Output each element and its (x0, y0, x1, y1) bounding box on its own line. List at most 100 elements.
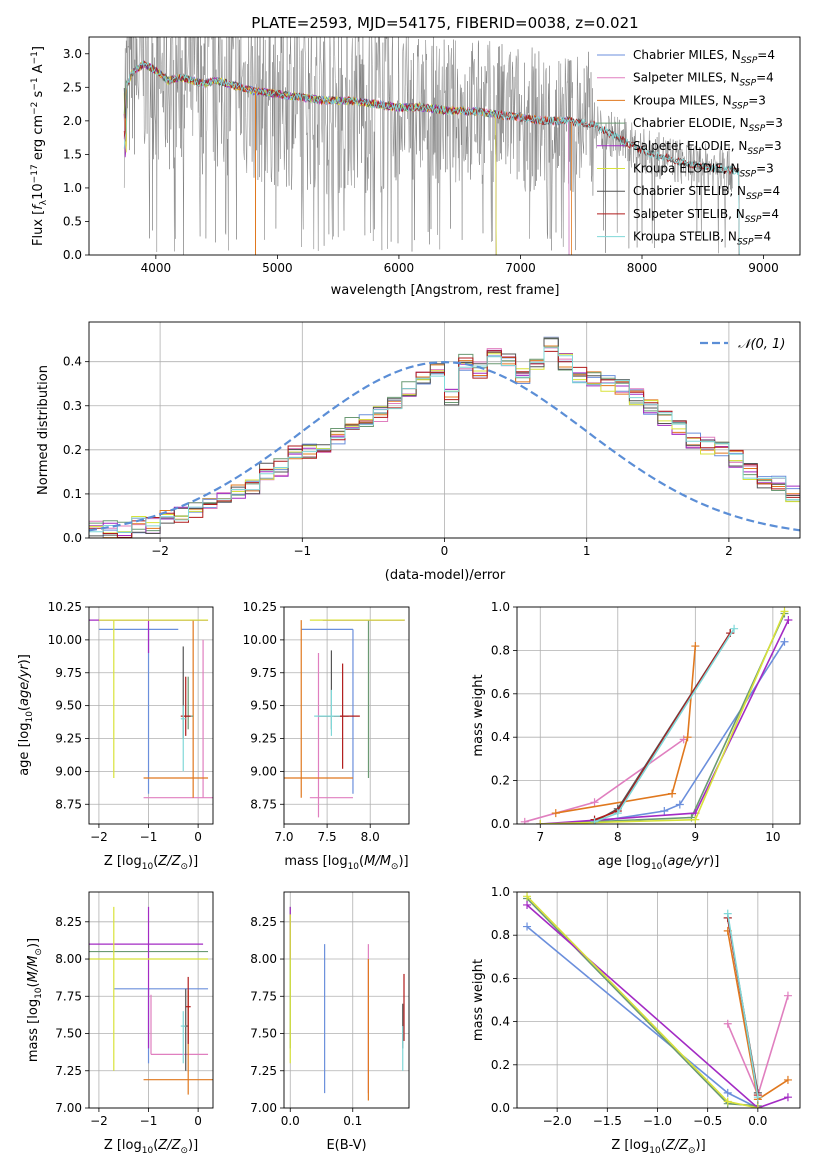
weight-marker (683, 733, 692, 742)
weight-line (526, 897, 758, 1107)
legend-label: Salpeter STELIB, NSSP=4 (633, 207, 779, 225)
axes-frame (88, 891, 214, 1109)
y-tick-label: 0.4 (491, 730, 510, 744)
y-tick-label: 10.25 (48, 600, 82, 614)
axes-frame (88, 321, 801, 539)
weight-marker (723, 909, 732, 918)
weight-marker (691, 642, 700, 651)
weight-line (540, 610, 786, 824)
x-tick-label: −2 (151, 544, 169, 558)
legend-label: Kroupa MILES, NSSP=3 (633, 93, 766, 111)
weight-marker (590, 817, 599, 824)
weight-marker (780, 637, 789, 646)
y-tick-label: 8.75 (55, 797, 82, 811)
legend-label: Salpeter MILES, NSSP=4 (633, 71, 774, 89)
y-tick-label: 0.5 (63, 214, 82, 228)
y-axis-label: Normed distribution (36, 365, 51, 495)
x-tick-label: −1 (140, 830, 158, 844)
weight-marker (783, 991, 792, 1000)
axes-frame (88, 606, 214, 825)
x-tick-label: 7.5 (318, 830, 337, 844)
axes-weight-vs-age: 7 8 9 10 0.0 0.2 0.4 0.6 0.8 1.0 (491, 600, 801, 844)
weight-marker (523, 922, 532, 931)
x-tick-label: 7000 (505, 261, 536, 275)
x-tick-label: 4000 (141, 261, 172, 275)
weight-marker (590, 798, 599, 807)
y-tick-label: 7.00 (250, 1101, 277, 1115)
y-tick-label: 10.00 (243, 633, 277, 647)
weight-line (594, 641, 786, 823)
y-tick-label: 0.8 (491, 928, 510, 942)
x-tick-label: 0.1 (343, 1114, 362, 1128)
legend-label: Salpeter ELODIE, NSSP=3 (633, 139, 782, 157)
weight-line (555, 646, 697, 814)
y-tick-label: 10.25 (243, 600, 277, 614)
axes-residuals: −2 −1 0 1 2 0.0 0.1 0.2 0.3 0.4 (63, 321, 801, 558)
y-tick-label: 8.00 (55, 952, 82, 966)
y-tick-label: 9.00 (250, 764, 277, 778)
y-tick-label: 0.1 (63, 487, 82, 501)
x-tick-label: −2.0 (543, 1114, 572, 1128)
y-tick-label: 7.50 (55, 1027, 82, 1041)
weight-marker (536, 820, 545, 824)
weight-marker (783, 1075, 792, 1084)
x-axis-label: E(B-V) (326, 1138, 366, 1153)
x-axis-label: mass [log10(M/M⊙)] (284, 854, 408, 872)
y-tick-label: 9.25 (55, 732, 82, 746)
axes-weight-vs-Z: −2.0 −1.5 −1.0 −0.5 0.0 0.0 0.2 0.4 0.6 0.8 1.0 (491, 885, 801, 1128)
plot-area (289, 906, 405, 1101)
y-tick-label: 0.0 (63, 531, 82, 545)
plot-area (284, 619, 405, 818)
normal-curve (89, 360, 800, 532)
x-tick-label: 6000 (384, 261, 415, 275)
histogram-step (89, 346, 800, 538)
chart-title: PLATE=2593, MJD=54175, FIBERID=0038, z=0… (251, 14, 638, 32)
y-axis-label: mass weight (471, 959, 486, 1041)
y-tick-label: 1.0 (491, 885, 510, 899)
legend-label: Chabrier ELODIE, NSSP=3 (633, 116, 783, 134)
y-tick-label: 9.50 (55, 699, 82, 713)
weight-marker (723, 1088, 732, 1097)
plot-area (123, 37, 740, 255)
x-tick-label: 0 (441, 544, 449, 558)
weight-line (526, 904, 789, 1108)
legend: 𝒩(0, 1) (700, 337, 785, 352)
x-tick-label: 1 (583, 544, 591, 558)
x-tick-label: 7.0 (274, 830, 293, 844)
axes-frame (283, 606, 410, 825)
axes-frame (516, 606, 801, 825)
axes-frame (88, 36, 801, 256)
x-tick-label: 8.0 (361, 830, 380, 844)
weight-marker (691, 815, 700, 824)
y-tick-label: 0.6 (491, 971, 510, 985)
x-tick-label: −1.0 (643, 1114, 672, 1128)
y-tick-label: 8.00 (250, 952, 277, 966)
weight-line (726, 913, 759, 1098)
x-axis-label: Z [log10(Z/Z⊙)] (104, 1138, 198, 1156)
y-tick-label: 7.25 (55, 1064, 82, 1078)
x-tick-label: 0.0 (748, 1114, 767, 1128)
plot-area (523, 892, 792, 1108)
y-axis-label: mass weight (471, 674, 486, 756)
y-tick-label: 7.25 (250, 1064, 277, 1078)
x-axis-label: age [log10(age/yr)] (598, 854, 720, 872)
x-tick-label: −2 (90, 1114, 108, 1128)
y-tick-label: 0.0 (491, 1101, 510, 1115)
weight-marker (551, 809, 560, 818)
legend: Chabrier MILES, NSSP=4 Salpeter MILES, NS… (597, 48, 783, 248)
y-tick-label: 0.3 (63, 399, 82, 413)
legend-label: Chabrier STELIB, NSSP=4 (633, 184, 780, 202)
y-tick-label: 1.5 (63, 147, 82, 161)
y-tick-label: 2.5 (63, 80, 82, 94)
grid-lines (284, 892, 409, 1109)
weight-marker (753, 1093, 762, 1102)
y-tick-label: 1.0 (491, 600, 510, 614)
plot-area (520, 607, 793, 824)
axes-spectrum: 4000 5000 6000 7000 8000 9000 0.0 0.5 1.0 1.5 2.0 2… (63, 36, 801, 275)
weight-line (594, 632, 731, 823)
y-tick-label: 9.25 (250, 732, 277, 746)
y-tick-label: 7.75 (250, 989, 277, 1003)
y-tick-label: 1.0 (63, 181, 82, 195)
y-tick-label: 10.00 (48, 633, 82, 647)
y-tick-label: 0.4 (63, 355, 82, 369)
